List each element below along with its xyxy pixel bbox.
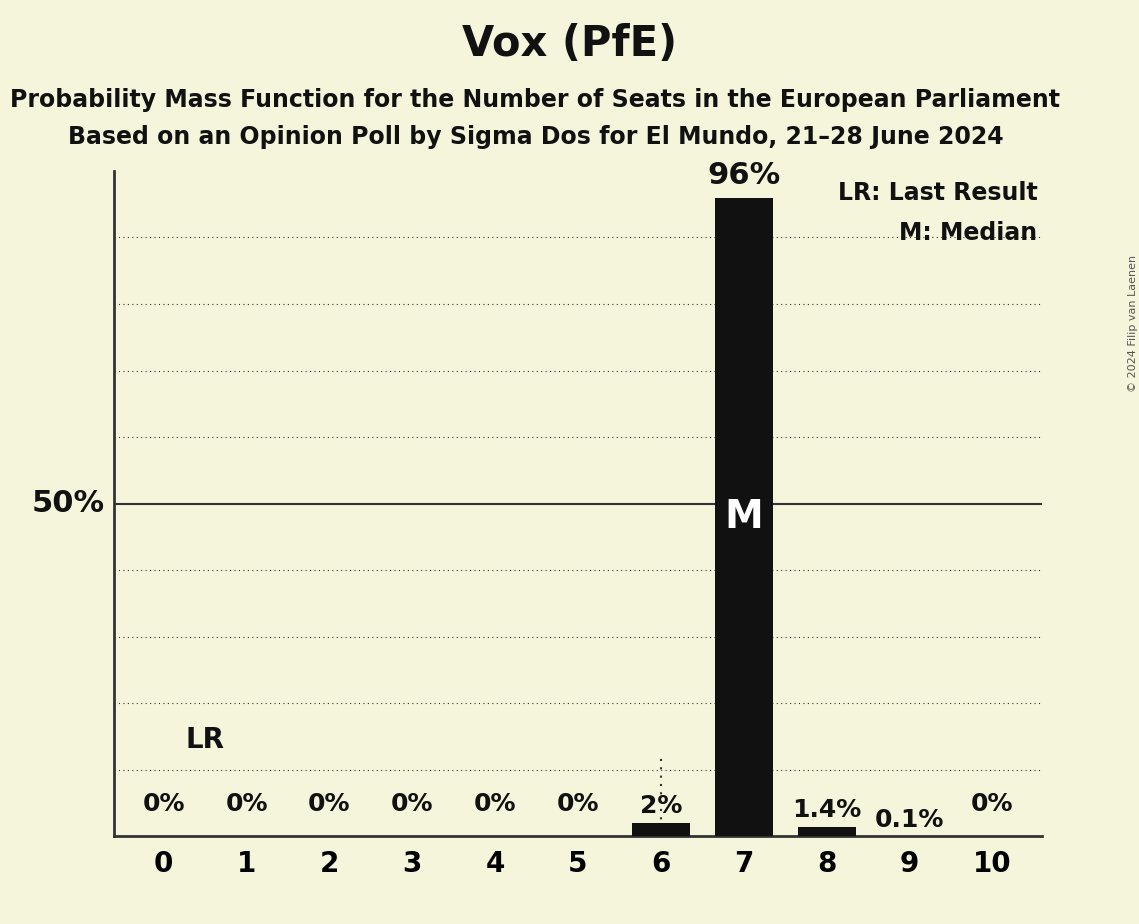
- Text: 50%: 50%: [32, 489, 105, 518]
- Text: 0%: 0%: [557, 792, 599, 816]
- Text: 96%: 96%: [707, 161, 780, 189]
- Text: M: M: [724, 498, 763, 536]
- Text: LR: LR: [186, 725, 224, 754]
- Bar: [797, 827, 855, 836]
- Bar: [715, 198, 773, 836]
- Text: 2%: 2%: [640, 794, 682, 818]
- Text: Based on an Opinion Poll by Sigma Dos for El Mundo, 21–28 June 2024: Based on an Opinion Poll by Sigma Dos fo…: [67, 125, 1003, 149]
- Text: Vox (PfE): Vox (PfE): [462, 23, 677, 65]
- Text: 0%: 0%: [142, 792, 185, 816]
- Text: © 2024 Filip van Laenen: © 2024 Filip van Laenen: [1129, 255, 1138, 392]
- Text: 0%: 0%: [972, 792, 1014, 816]
- Text: M: Median: M: Median: [900, 221, 1038, 245]
- Text: 1.4%: 1.4%: [792, 797, 861, 821]
- Text: 0%: 0%: [474, 792, 516, 816]
- Bar: [632, 823, 690, 836]
- Text: 0%: 0%: [391, 792, 434, 816]
- Text: 0%: 0%: [226, 792, 268, 816]
- Text: 0.1%: 0.1%: [875, 808, 944, 833]
- Text: Probability Mass Function for the Number of Seats in the European Parliament: Probability Mass Function for the Number…: [10, 88, 1060, 112]
- Text: 0%: 0%: [309, 792, 351, 816]
- Text: LR: Last Result: LR: Last Result: [838, 181, 1038, 205]
